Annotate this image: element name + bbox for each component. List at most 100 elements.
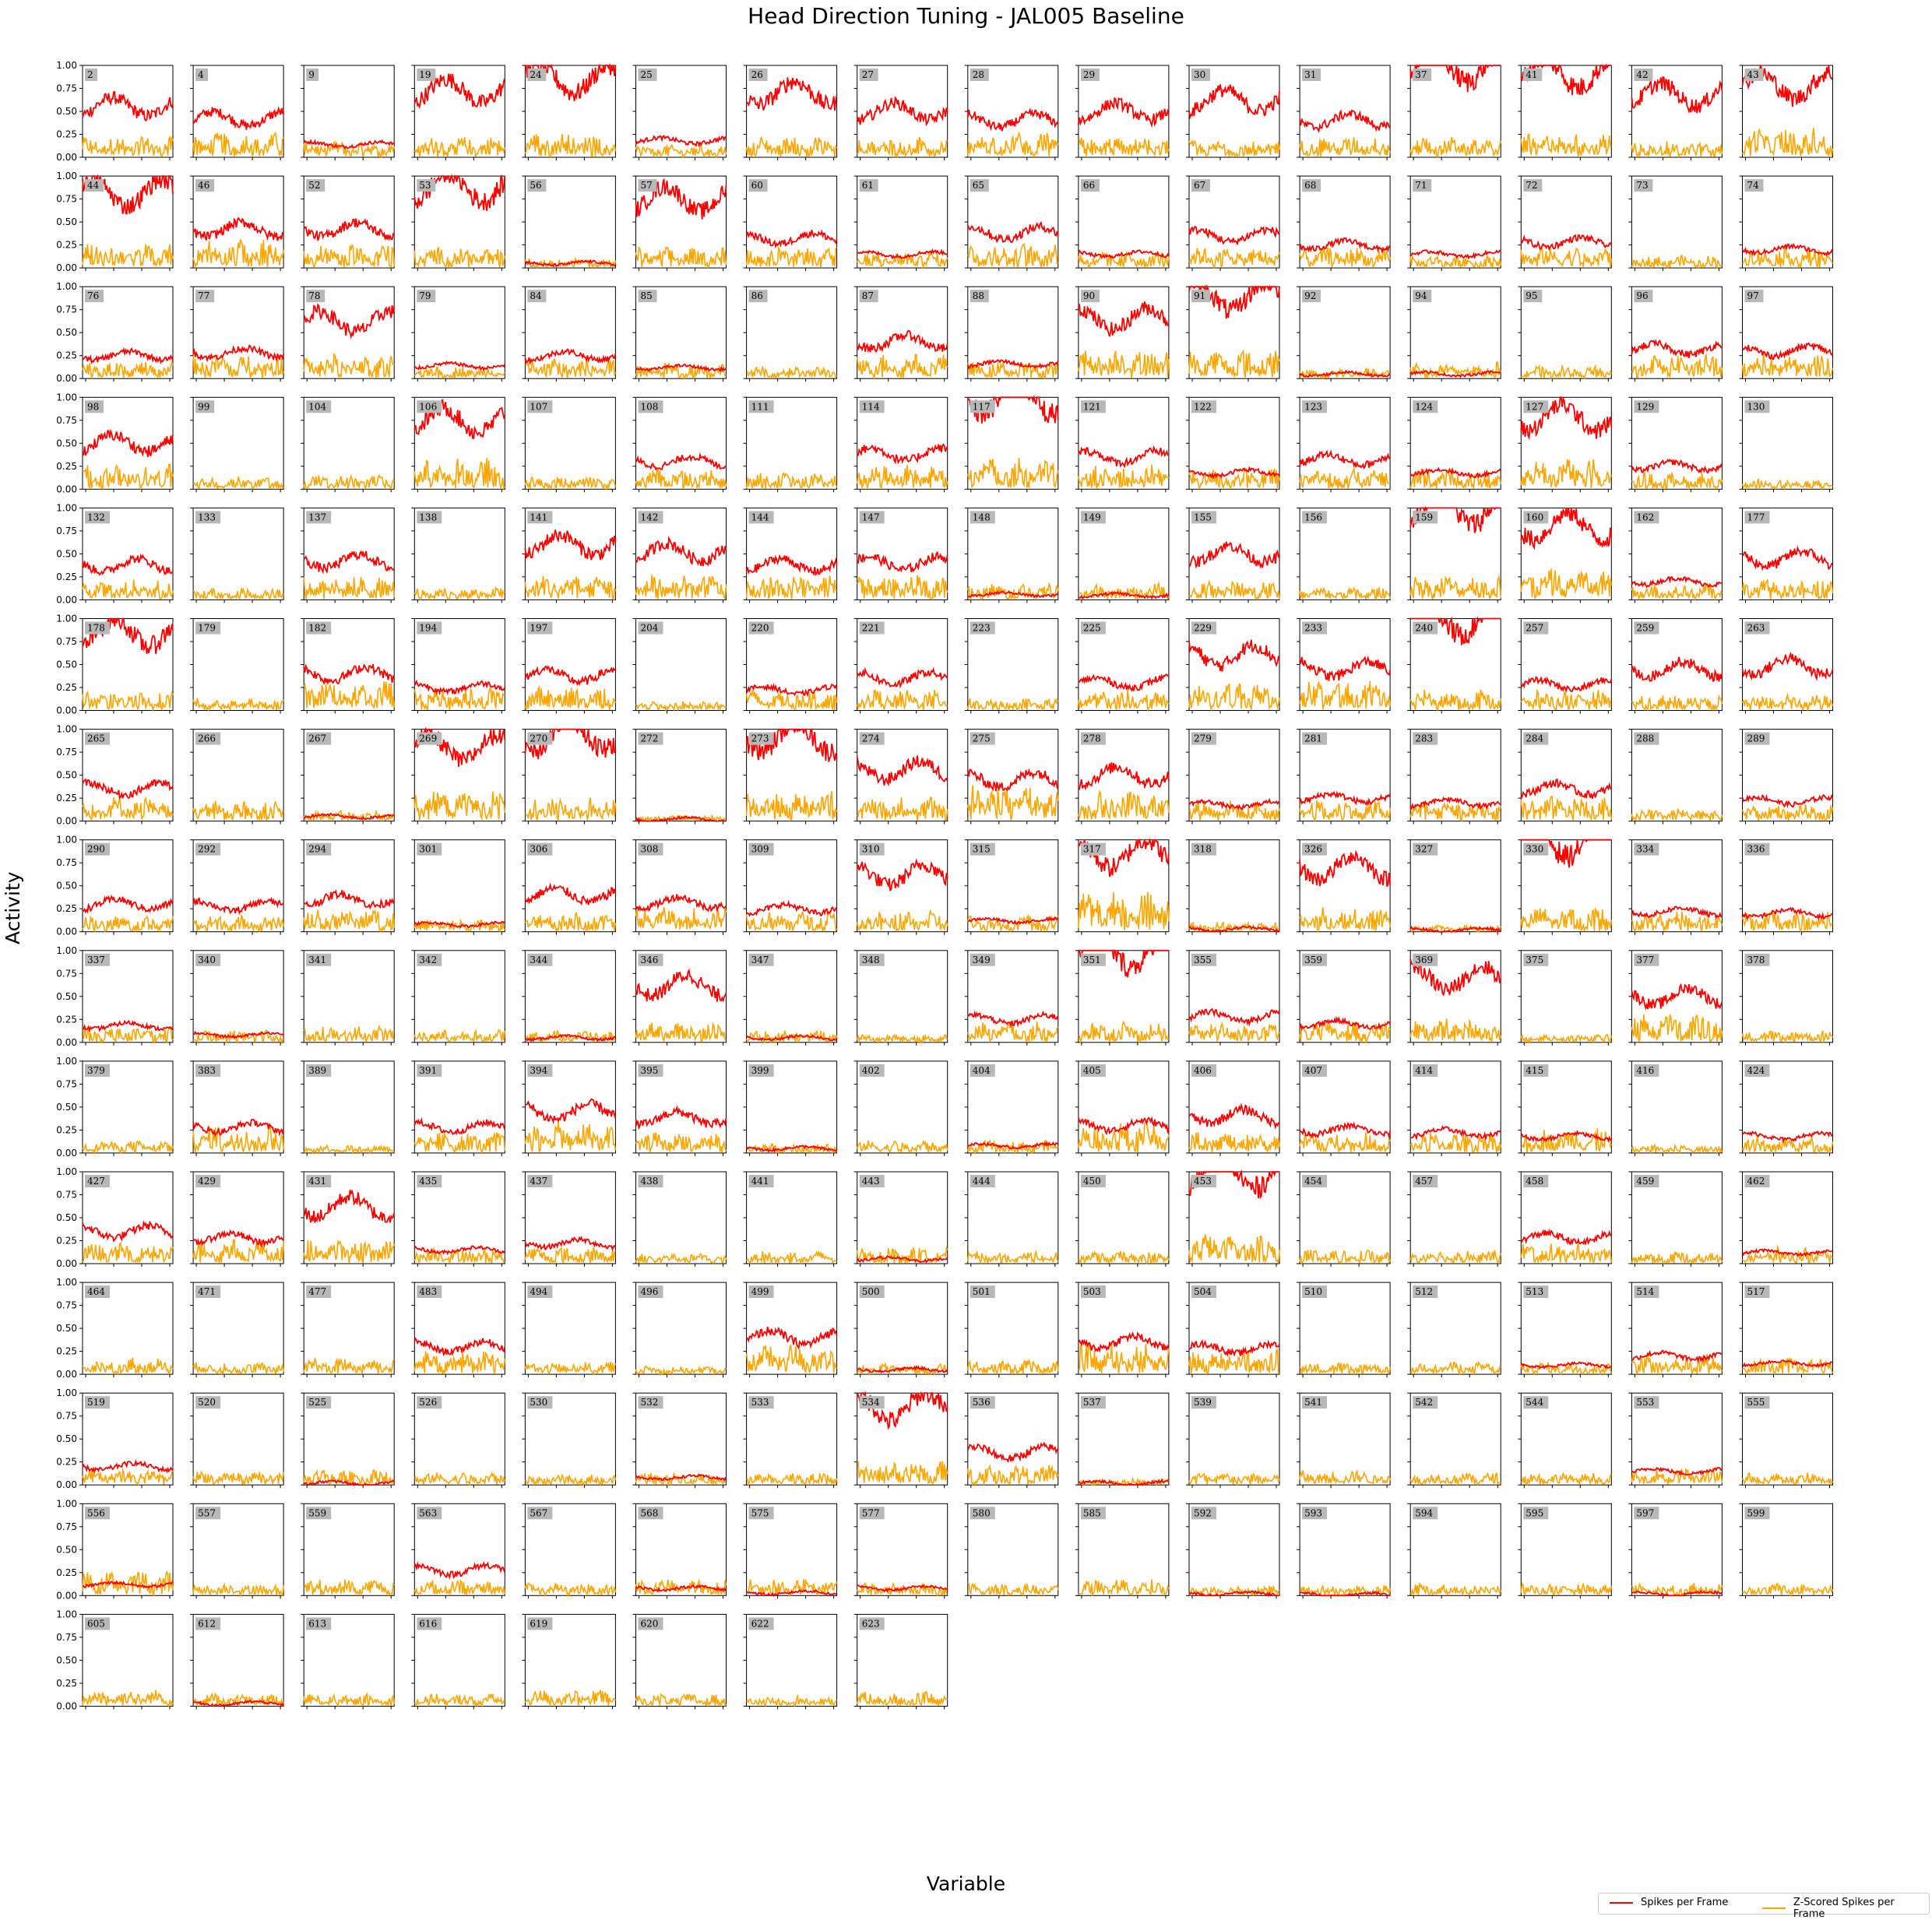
zscored-trace [1078,1579,1170,1598]
neuron-label-bg [638,290,657,303]
panel-124: 124 [1407,396,1501,493]
spikes-trace [857,1584,948,1593]
neuron-label-bg [527,290,547,303]
spikes-trace [303,1189,396,1223]
zscored-trace [303,1144,395,1155]
y-tick-label: 0.75 [56,415,77,426]
neuron-label-bg [195,1064,221,1077]
zscored-trace [1631,141,1723,159]
spikes-trace [1188,1338,1280,1358]
neuron-label: 592 [1194,1507,1212,1518]
panel-31: 31 [1297,65,1391,160]
spikes-trace [967,1141,1059,1150]
legend-item-spikes: Spikes per Frame [1610,1897,1728,1908]
panel-349: 349 [964,950,1059,1046]
neuron-label-bg [195,1617,221,1630]
panel-453: 453 [1186,1169,1280,1267]
spikes-trace [414,920,505,929]
neuron-label-bg [1080,621,1106,635]
neuron-label-bg [1634,1175,1659,1187]
neuron-label: 108 [641,401,659,412]
zscored-trace [1078,1020,1170,1044]
zscored-trace [1078,250,1170,270]
zscored-trace [1188,1349,1280,1375]
spikes-trace [413,360,506,371]
zscored-trace [1741,692,1834,712]
panel-57: 57 [632,175,727,272]
panel-503: 503 [1075,1282,1170,1378]
neuron-label: 68 [1304,180,1316,191]
zscored-trace [1078,891,1170,930]
spikes-trace [746,899,837,917]
panel-147: 147 [853,507,948,603]
panel-501: 501 [964,1282,1059,1378]
panel-438: 438 [632,1171,727,1267]
neuron-label: 599 [1747,1507,1765,1518]
panel-532: 532 [632,1392,727,1489]
neuron-label-bg [859,290,878,303]
zscored-trace [745,1250,838,1266]
neuron-label-bg [1744,179,1764,192]
spikes-trace [192,1700,284,1707]
y-tick-label: 0.50 [56,881,77,891]
neuron-label: 156 [1304,512,1322,522]
panel-73: 73 [1628,175,1723,272]
neuron-label: 270 [530,733,547,744]
neuron-label-bg [1413,1507,1438,1520]
neuron-label: 28 [973,69,984,80]
zscored-trace [413,1132,506,1155]
spikes-trace [967,916,1059,926]
zscored-trace [856,250,948,270]
zscored-trace [1409,1583,1501,1597]
spikes-trace [1188,283,1280,319]
neuron-label-bg [1191,1507,1216,1520]
zscored-trace [1299,247,1391,268]
spikes-trace [303,139,395,150]
neuron-label-bg [306,179,326,192]
spikes-trace [745,683,838,698]
spikes-trace [524,258,616,268]
zscored-trace [82,135,174,157]
panel-179: 179 [190,618,284,714]
neuron-label-bg [1634,511,1659,524]
zscored-trace [1409,1360,1501,1376]
zscored-trace [635,1578,727,1597]
y-tick-label: 0.25 [56,793,77,804]
zscored-trace [192,1123,284,1155]
y-tick-label: 1.00 [56,1498,77,1509]
panel-29: 29 [1075,65,1170,160]
panel-537: 537 [1075,1392,1170,1489]
spikes-trace [635,363,727,373]
panel-330: 330 [1518,839,1613,935]
spikes-trace [82,90,174,122]
neuron-label-bg [1523,290,1543,303]
neuron-label-bg [1413,69,1432,81]
zscored-trace [413,1693,505,1708]
spikes-trace [857,1255,948,1264]
neuron-label-bg [527,511,553,524]
spikes-trace [192,106,284,130]
neuron-label-bg [1302,1175,1328,1187]
spikes-trace [1299,1015,1391,1032]
neuron-label-bg [1191,1285,1216,1299]
neuron-label-bg [1302,732,1328,745]
zscored-trace [1299,1468,1391,1486]
zscored-trace [1299,680,1391,710]
zscored-trace [857,796,948,821]
neuron-label-bg [1634,69,1653,81]
panel-526: 526 [411,1392,506,1489]
zscored-trace [1078,581,1170,601]
panel-130: 130 [1739,396,1834,493]
neuron-label-bg [1302,400,1328,413]
neuron-label: 427 [87,1176,105,1187]
neuron-label-bg [1634,179,1653,192]
y-tick-label: 1.00 [56,1387,77,1398]
neuron-label: 52 [308,180,320,191]
neuron-label: 77 [198,290,209,301]
neuron-label: 204 [641,623,659,634]
neuron-label-bg [1302,290,1321,303]
zscored-trace [82,915,174,934]
neuron-label-bg [527,1064,553,1077]
neuron-label: 67 [1194,180,1205,191]
zscored-trace [967,243,1059,268]
